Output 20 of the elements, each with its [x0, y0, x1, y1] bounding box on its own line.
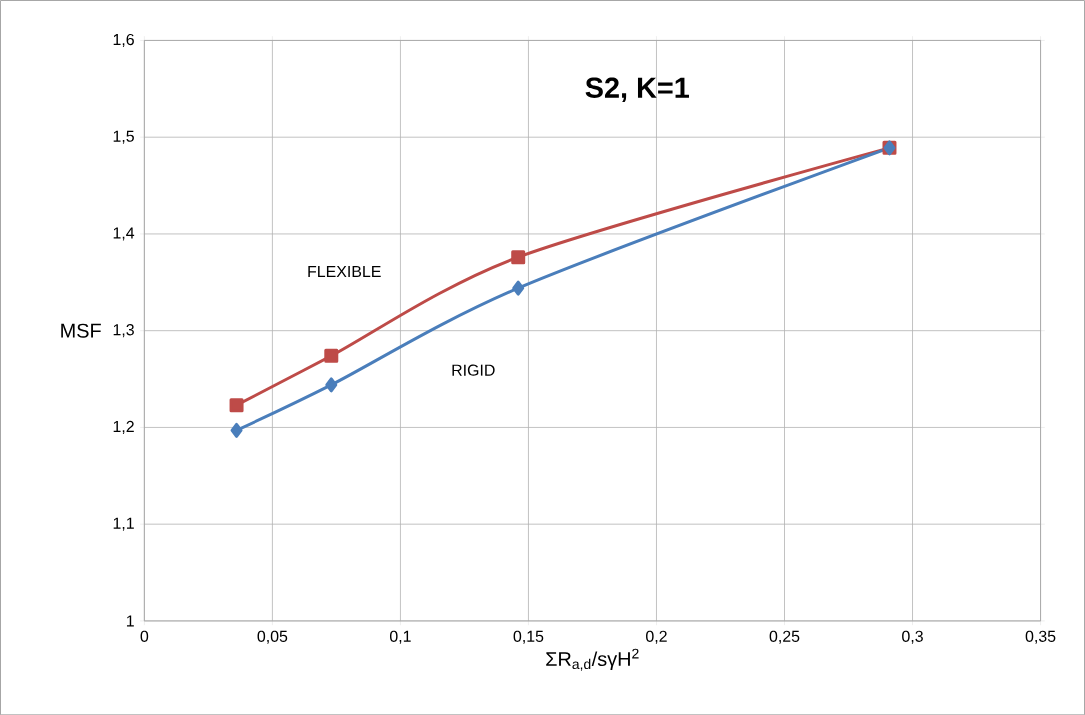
x-tick-label: 0,1 [389, 630, 411, 644]
y-tick-label: 1,5 [113, 130, 134, 144]
x-tick-label: 0 [140, 630, 149, 642]
text: FLEXIBLE [308, 265, 381, 277]
text: RIGID [452, 364, 495, 376]
y-tick-label: 1,2 [113, 420, 134, 434]
y-tick-label: 1,4 [113, 227, 135, 241]
text: S2, K=1 [585, 77, 689, 102]
x-axis-title: ΣR$_{a,d}$/sγH$^{2}$ [546, 648, 639, 671]
x-tick-label: 0,3 [902, 630, 923, 644]
y-tick-label: 1 [126, 615, 134, 627]
x-tick-label: 0,2 [646, 630, 667, 644]
y-tick-label: 1,6 [113, 33, 134, 47]
x-tick-label: 0,35 [1025, 630, 1056, 644]
x-tick-label: 0,05 [257, 630, 288, 644]
x-tick-label: 0,25 [769, 630, 800, 644]
x-tick-label: 0,15 [513, 630, 544, 644]
y-tick-label: 1,3 [113, 323, 134, 338]
y-tick-label: 1,1 [113, 517, 134, 531]
y-axis-title: MSF [61, 323, 101, 338]
